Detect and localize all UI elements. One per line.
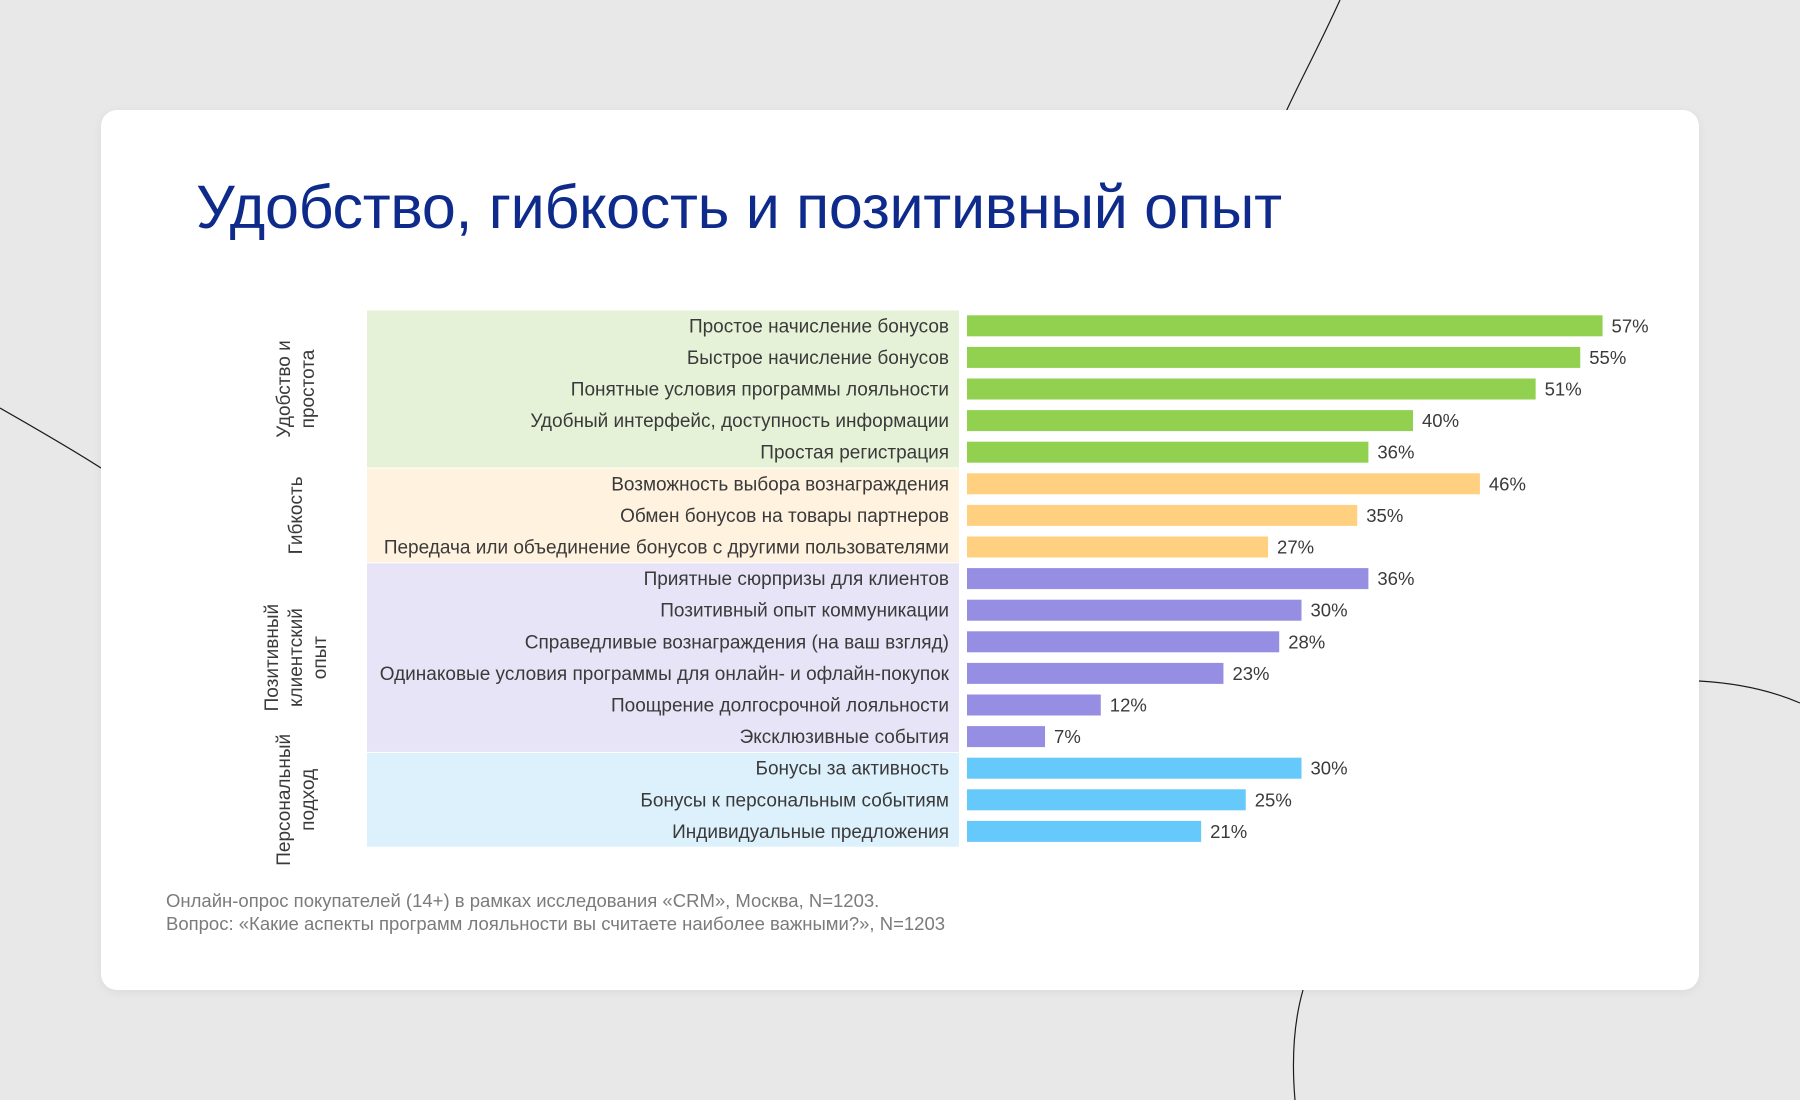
category-label: Бонусы за активность: [756, 759, 950, 780]
bar: [967, 441, 1369, 463]
bar: [967, 599, 1302, 621]
category-label: Удобный интерфейс, доступность информаци…: [530, 411, 949, 432]
decor-curve: [1279, 0, 1341, 126]
data-label: 23%: [1232, 663, 1269, 684]
data-label: 55%: [1589, 347, 1626, 368]
category-label: Обмен бонусов на товары партнеров: [620, 506, 949, 527]
data-label: 7%: [1054, 726, 1081, 747]
bar: [967, 694, 1101, 716]
category-label: Индивидуальные предложения: [672, 822, 949, 843]
footnote-line-2: Вопрос: «Какие аспекты программ лояльнос…: [166, 913, 946, 934]
group-label: Удобство и простота: [274, 340, 319, 437]
bar: [967, 473, 1480, 495]
group-band: [367, 468, 959, 563]
bar: [967, 757, 1302, 779]
decor-curve: [1292, 989, 1304, 1100]
bar: [967, 410, 1413, 432]
group-label: Гибкость: [286, 476, 307, 554]
group-band: [367, 310, 959, 468]
category-label: Справедливые вознаграждения (на ваш взгл…: [525, 632, 949, 653]
category-label: Поощрение долгосрочной лояльности: [611, 696, 949, 717]
data-label: 12%: [1110, 695, 1147, 716]
decor-curve: [0, 407, 102, 469]
bar: [967, 789, 1246, 811]
slide-title: Удобство, гибкость и позитивный опыт: [196, 173, 1282, 241]
bar: [967, 820, 1202, 842]
category-label: Приятные сюрпризы для клиентов: [644, 569, 949, 590]
bar: [967, 315, 1603, 337]
data-label: 51%: [1545, 379, 1582, 400]
footnote: Онлайн-опрос покупателей (14+) в рамках …: [166, 889, 945, 935]
data-label: 46%: [1489, 473, 1526, 494]
data-label: 27%: [1277, 537, 1314, 558]
category-label: Бонусы к персональным событиям: [640, 790, 949, 811]
group-band: [367, 752, 959, 847]
data-label: 57%: [1612, 315, 1649, 336]
category-label: Эксклюзивные события: [740, 727, 949, 748]
data-label: 36%: [1377, 568, 1414, 589]
data-label: 25%: [1255, 789, 1292, 810]
bar: [967, 631, 1280, 653]
data-label: 36%: [1377, 442, 1414, 463]
data-label: 28%: [1288, 631, 1325, 652]
data-label: 21%: [1210, 821, 1247, 842]
data-label: 35%: [1366, 505, 1403, 526]
group-label: Позитивный клиентский опыт: [262, 604, 331, 712]
category-label: Простое начисление бонусов: [689, 316, 949, 337]
category-label: Позитивный опыт коммуникации: [660, 601, 949, 622]
category-label: Быстрое начисление бонусов: [687, 348, 949, 369]
category-label: Передача или объединение бонусов с други…: [384, 538, 949, 559]
category-label: Понятные условия программы лояльности: [571, 380, 949, 401]
slide-card: Удобство, гибкость и позитивный опыт Удо…: [101, 110, 1699, 990]
group-band: [367, 563, 959, 752]
bar: [967, 504, 1358, 526]
bar: [967, 662, 1224, 684]
data-label: 30%: [1311, 758, 1348, 779]
bar: [967, 378, 1536, 400]
group-label: Персональный подход: [274, 734, 319, 866]
data-label: 40%: [1422, 410, 1459, 431]
bar-chart: Удобство и простота Простое начисление бон…: [262, 310, 1649, 866]
decor-curve: [1698, 680, 1800, 704]
bar: [967, 726, 1046, 748]
category-label: Возможность выбора вознаграждения: [611, 474, 949, 495]
category-label: Простая регистрация: [760, 443, 949, 464]
data-label: 30%: [1311, 600, 1348, 621]
bar: [967, 346, 1581, 368]
footnote-line-1: Онлайн-опрос покупателей (14+) в рамках …: [166, 890, 880, 911]
category-label: Одинаковые условия программы для онлайн-…: [380, 664, 950, 685]
bar: [967, 568, 1369, 590]
bar: [967, 536, 1269, 558]
